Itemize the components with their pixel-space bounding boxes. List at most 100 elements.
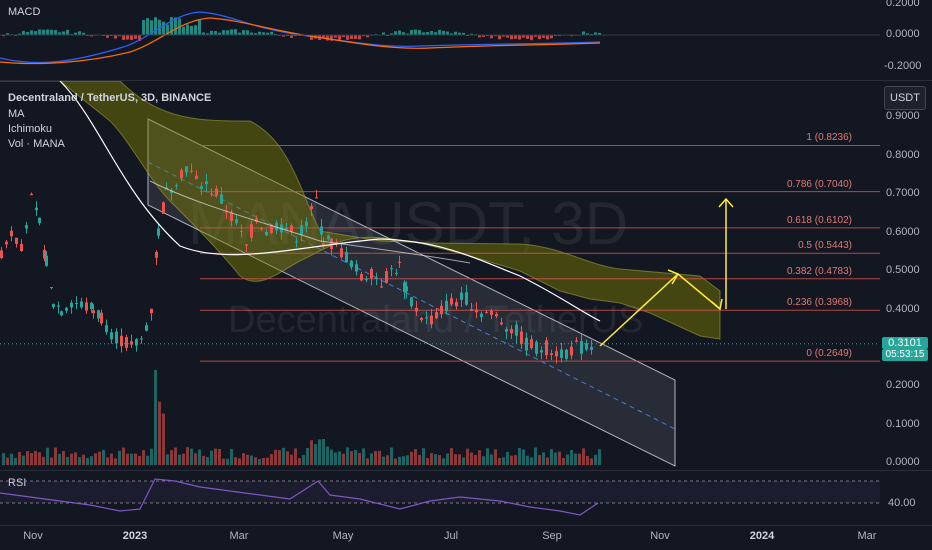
candle-body [150,308,153,314]
volume-bar [322,438,325,465]
volume-bar [302,454,305,465]
candle-body [390,268,393,270]
volume-bar [238,458,241,465]
macd-axis[interactable]: 0.2000 0.0000 -0.2000 [880,0,932,80]
volume-bar [194,453,197,465]
candle-body [115,331,118,344]
volume-bar [382,456,385,465]
macd-histogram-bar [82,32,85,35]
candle-body [455,302,458,307]
volume-bar [514,455,517,465]
volume-bar [342,453,345,465]
volume-bar [586,456,589,465]
volume-bar [398,456,401,465]
candle-body [300,225,303,235]
macd-histogram-bar [330,35,333,41]
volume-bar [414,449,417,465]
macd-histogram-bar [542,35,545,38]
candle-body [485,312,488,314]
macd-histogram-bar [498,35,501,40]
macd-histogram-bar [446,31,449,35]
volume-bar [442,458,445,465]
pane-divider[interactable] [0,80,932,81]
macd-histogram-bar [354,35,357,39]
macd-histogram-bar [310,35,313,40]
volume-bar [490,454,493,465]
volume-bar [446,453,449,465]
volume-bar [246,454,249,465]
macd-histogram-bar [438,29,441,35]
volume-bar [326,446,329,465]
volume-bar [162,413,165,465]
rsi-axis[interactable]: 40.00 [880,471,932,525]
candle-body [50,287,53,289]
volume-bar [546,457,549,465]
candle-body [575,340,578,342]
macd-histogram-bar [30,30,33,35]
candle-body [570,346,573,356]
volume-bar [378,450,381,465]
volume-bar [142,450,145,465]
volume-bar [306,448,309,465]
symbol-title[interactable]: Decentraland / TetherUS, 3D, BINANCE [8,92,212,104]
volume-bar [486,448,489,465]
candle-body [445,300,448,312]
macd-histogram-bar [46,29,49,35]
candle-body [275,222,278,231]
macd-histogram-bar [518,35,521,40]
volume-bar [262,457,265,465]
volume-bar [282,447,285,465]
macd-histogram-bar [550,35,553,39]
price-pane[interactable]: MANAUSDT, 3D Decentraland / TetherUS Dec… [0,81,880,470]
volume-bar [126,453,129,465]
pane-divider[interactable] [0,470,932,471]
pane-divider[interactable] [0,525,932,526]
macd-histogram-bar [570,35,573,37]
candle-body [565,349,568,359]
rsi-plot [0,478,880,516]
macd-histogram-bar [6,33,9,35]
volume-bar [154,370,157,465]
macd-histogram-bar [162,21,165,35]
rsi-pane[interactable]: RSI [0,471,880,525]
bar-countdown: 05:53:15 [882,349,928,361]
macd-label: MACD [8,6,41,18]
indicator-ma[interactable]: MA [8,108,25,120]
macd-histogram-bar [394,31,397,35]
macd-histogram-bar [150,20,153,35]
fib-level-label: 0 (0.2649) [806,348,852,360]
macd-histogram-bar [154,17,157,35]
macd-pane[interactable]: MACD [0,0,880,80]
price-chart [0,81,880,467]
volume-bar [62,450,65,465]
price-axis[interactable]: USDT 0.9000 0.8000 0.7000 0.6000 0.5000 … [880,81,932,470]
time-axis[interactable]: Nov 2023 Mar May Jul Sep Nov 2024 Mar [0,526,880,550]
macd-histogram-bar [382,32,385,35]
volume-bar [530,457,533,465]
candle-body [215,188,218,196]
candle-body [190,170,193,172]
candle-body [350,260,353,268]
volume-bar [18,451,21,465]
volume-bar [38,452,41,465]
indicator-volume[interactable]: Vol · MANA [8,138,65,150]
macd-histogram-bar [222,30,225,35]
volume-tick: 0.1000 [886,418,920,430]
indicator-ichimoku[interactable]: Ichimoku [8,123,53,135]
macd-histogram-bar [106,35,109,38]
volume-bar [438,455,441,465]
candle-body [260,228,263,230]
macd-histogram-bar [206,33,209,35]
macd-histogram-bar [170,17,173,35]
candle-body [475,309,478,313]
volume-bar [98,451,101,465]
macd-histogram-bar [194,25,197,35]
macd-histogram-bar [34,31,37,35]
candle-body [380,286,383,288]
macd-histogram-bar [146,18,149,35]
currency-button[interactable]: USDT [884,86,926,110]
volume-bar [330,449,333,465]
candle-body [170,190,173,193]
macd-histogram-bar [174,17,177,35]
volume-bar [562,457,565,465]
